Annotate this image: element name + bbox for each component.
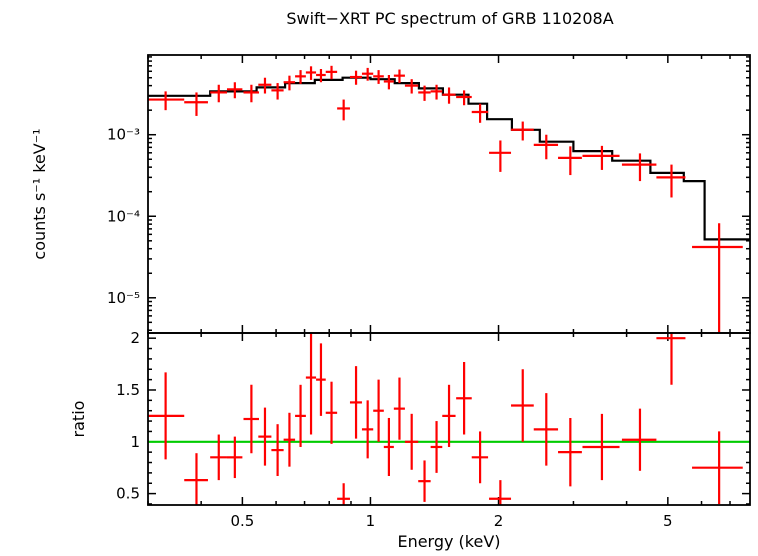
data-point [692,223,743,333]
data-point [325,65,338,80]
data-point [442,87,456,104]
data-point [533,393,559,466]
data-point [337,99,350,121]
data-point [582,145,620,170]
data-point [533,134,559,160]
data-point [295,384,306,447]
svg-text:2: 2 [494,512,504,530]
data-point [430,421,443,473]
data-point [271,424,284,476]
data-point [210,84,227,103]
data-point [558,146,582,176]
svg-text:10⁻⁵: 10⁻⁵ [107,289,140,307]
spectrum-y-axis-label: counts s⁻¹ keV⁻¹ [30,128,49,259]
svg-text:0.5: 0.5 [230,512,254,530]
ratio-data-series [148,333,743,505]
data-point [373,70,384,84]
data-point [404,413,419,470]
data-point [404,79,419,94]
data-point [295,70,306,84]
data-point [471,103,489,123]
data-point [442,384,456,447]
data-point [383,75,394,90]
data-point [226,436,243,479]
data-point [184,92,208,116]
data-point [418,460,431,502]
data-point [305,66,317,80]
data-point [349,366,362,439]
data-point [283,75,296,91]
data-point [184,453,208,505]
svg-text:0.5: 0.5 [116,485,140,503]
spectrum-data-series [148,65,743,333]
data-point [337,483,350,505]
data-point [471,431,489,484]
ratio-y-axis-label: ratio [69,401,88,438]
data-point [325,381,338,444]
data-point [226,82,243,99]
x-axis-label: Energy (keV) [397,532,500,551]
data-point [243,384,259,454]
data-point [271,83,284,100]
data-point [316,343,326,416]
panel-frame [147,332,751,506]
data-point [243,84,259,103]
axis-ticks: 0.5 1 2 5 10⁻³ 10⁻⁴ 10⁻⁵ 0.5 1 1.5 2 [107,55,750,530]
svg-text:1: 1 [366,512,376,530]
svg-text:1: 1 [130,433,140,451]
svg-text:1.5: 1.5 [116,381,140,399]
svg-text:10⁻³: 10⁻³ [107,126,140,144]
svg-text:10⁻⁴: 10⁻⁴ [107,207,140,225]
data-point [148,372,185,460]
data-point [621,408,657,471]
data-point [656,164,686,198]
data-point [489,480,512,505]
chart-layers: 0.5 1 2 5 10⁻³ 10⁻⁴ 10⁻⁵ 0.5 1 1.5 2 [107,54,751,530]
data-point [383,417,394,476]
data-point [692,431,743,504]
data-point [316,68,326,83]
data-point [656,333,686,385]
data-point [305,333,317,435]
data-point [393,377,405,440]
data-point [148,91,185,111]
data-point [582,413,620,481]
data-point [258,77,272,94]
data-point [621,153,657,182]
data-point [418,85,431,101]
data-point [558,417,582,487]
data-point [349,70,362,85]
data-point [456,90,472,106]
data-point [283,412,296,467]
chart-title: Swift−XRT PC spectrum of GRB 110208A [286,9,613,28]
data-point [511,369,534,442]
data-point [511,121,534,141]
data-point [361,67,374,81]
data-point [361,400,374,459]
data-point [373,379,384,442]
data-point [258,407,272,466]
data-point [489,140,512,172]
data-point [393,69,405,84]
data-point [430,84,443,100]
svg-text:5: 5 [663,512,673,530]
data-point [456,362,472,435]
data-point [210,434,227,481]
svg-text:2: 2 [130,329,140,347]
